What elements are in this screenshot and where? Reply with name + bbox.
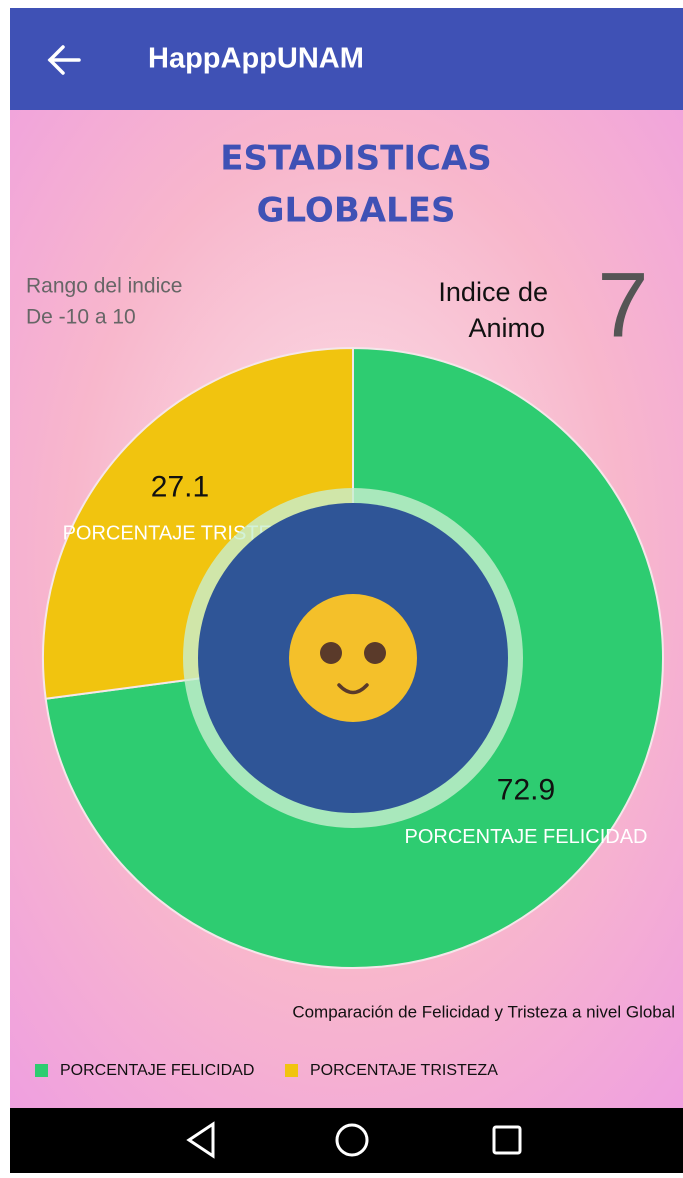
index-label: Indice de — [438, 277, 548, 307]
nav-back[interactable] — [186, 1121, 215, 1159]
range-label: De -10 a 10 — [26, 306, 136, 329]
smiley-eye — [320, 642, 342, 664]
legend-label: PORCENTAJE TRISTEZA — [310, 1062, 498, 1079]
nav-recents[interactable] — [492, 1125, 522, 1155]
chart-description: Comparación de Felicidad y Tristeza a ni… — [292, 1002, 675, 1021]
legend-label: PORCENTAJE FELICIDAD — [60, 1062, 254, 1079]
smiley-mouth — [337, 683, 369, 695]
slice-value: 72.9 — [497, 773, 555, 806]
heading: GLOBALES — [257, 191, 456, 231]
app-title: HappAppUNAM — [148, 43, 364, 75]
legend: PORCENTAJE FELICIDAD PORCENTAJE TRISTEZA — [35, 1062, 498, 1079]
app-bar — [10, 8, 683, 110]
heading: ESTADISTICAS — [220, 139, 492, 179]
legend-swatch — [35, 1064, 48, 1077]
slice-value: 27.1 — [151, 470, 209, 503]
smiley-face — [289, 594, 417, 722]
index-label: Animo — [468, 313, 545, 343]
back-button[interactable] — [47, 45, 81, 75]
slice-label: PORCENTAJE FELICIDAD — [405, 826, 648, 848]
nav-home[interactable] — [335, 1123, 369, 1157]
range-label: Rango del indice — [26, 275, 182, 298]
legend-swatch — [285, 1064, 298, 1077]
nav-bar — [10, 1108, 683, 1173]
index-value: 7 — [597, 254, 648, 356]
smiley-eye — [364, 642, 386, 664]
